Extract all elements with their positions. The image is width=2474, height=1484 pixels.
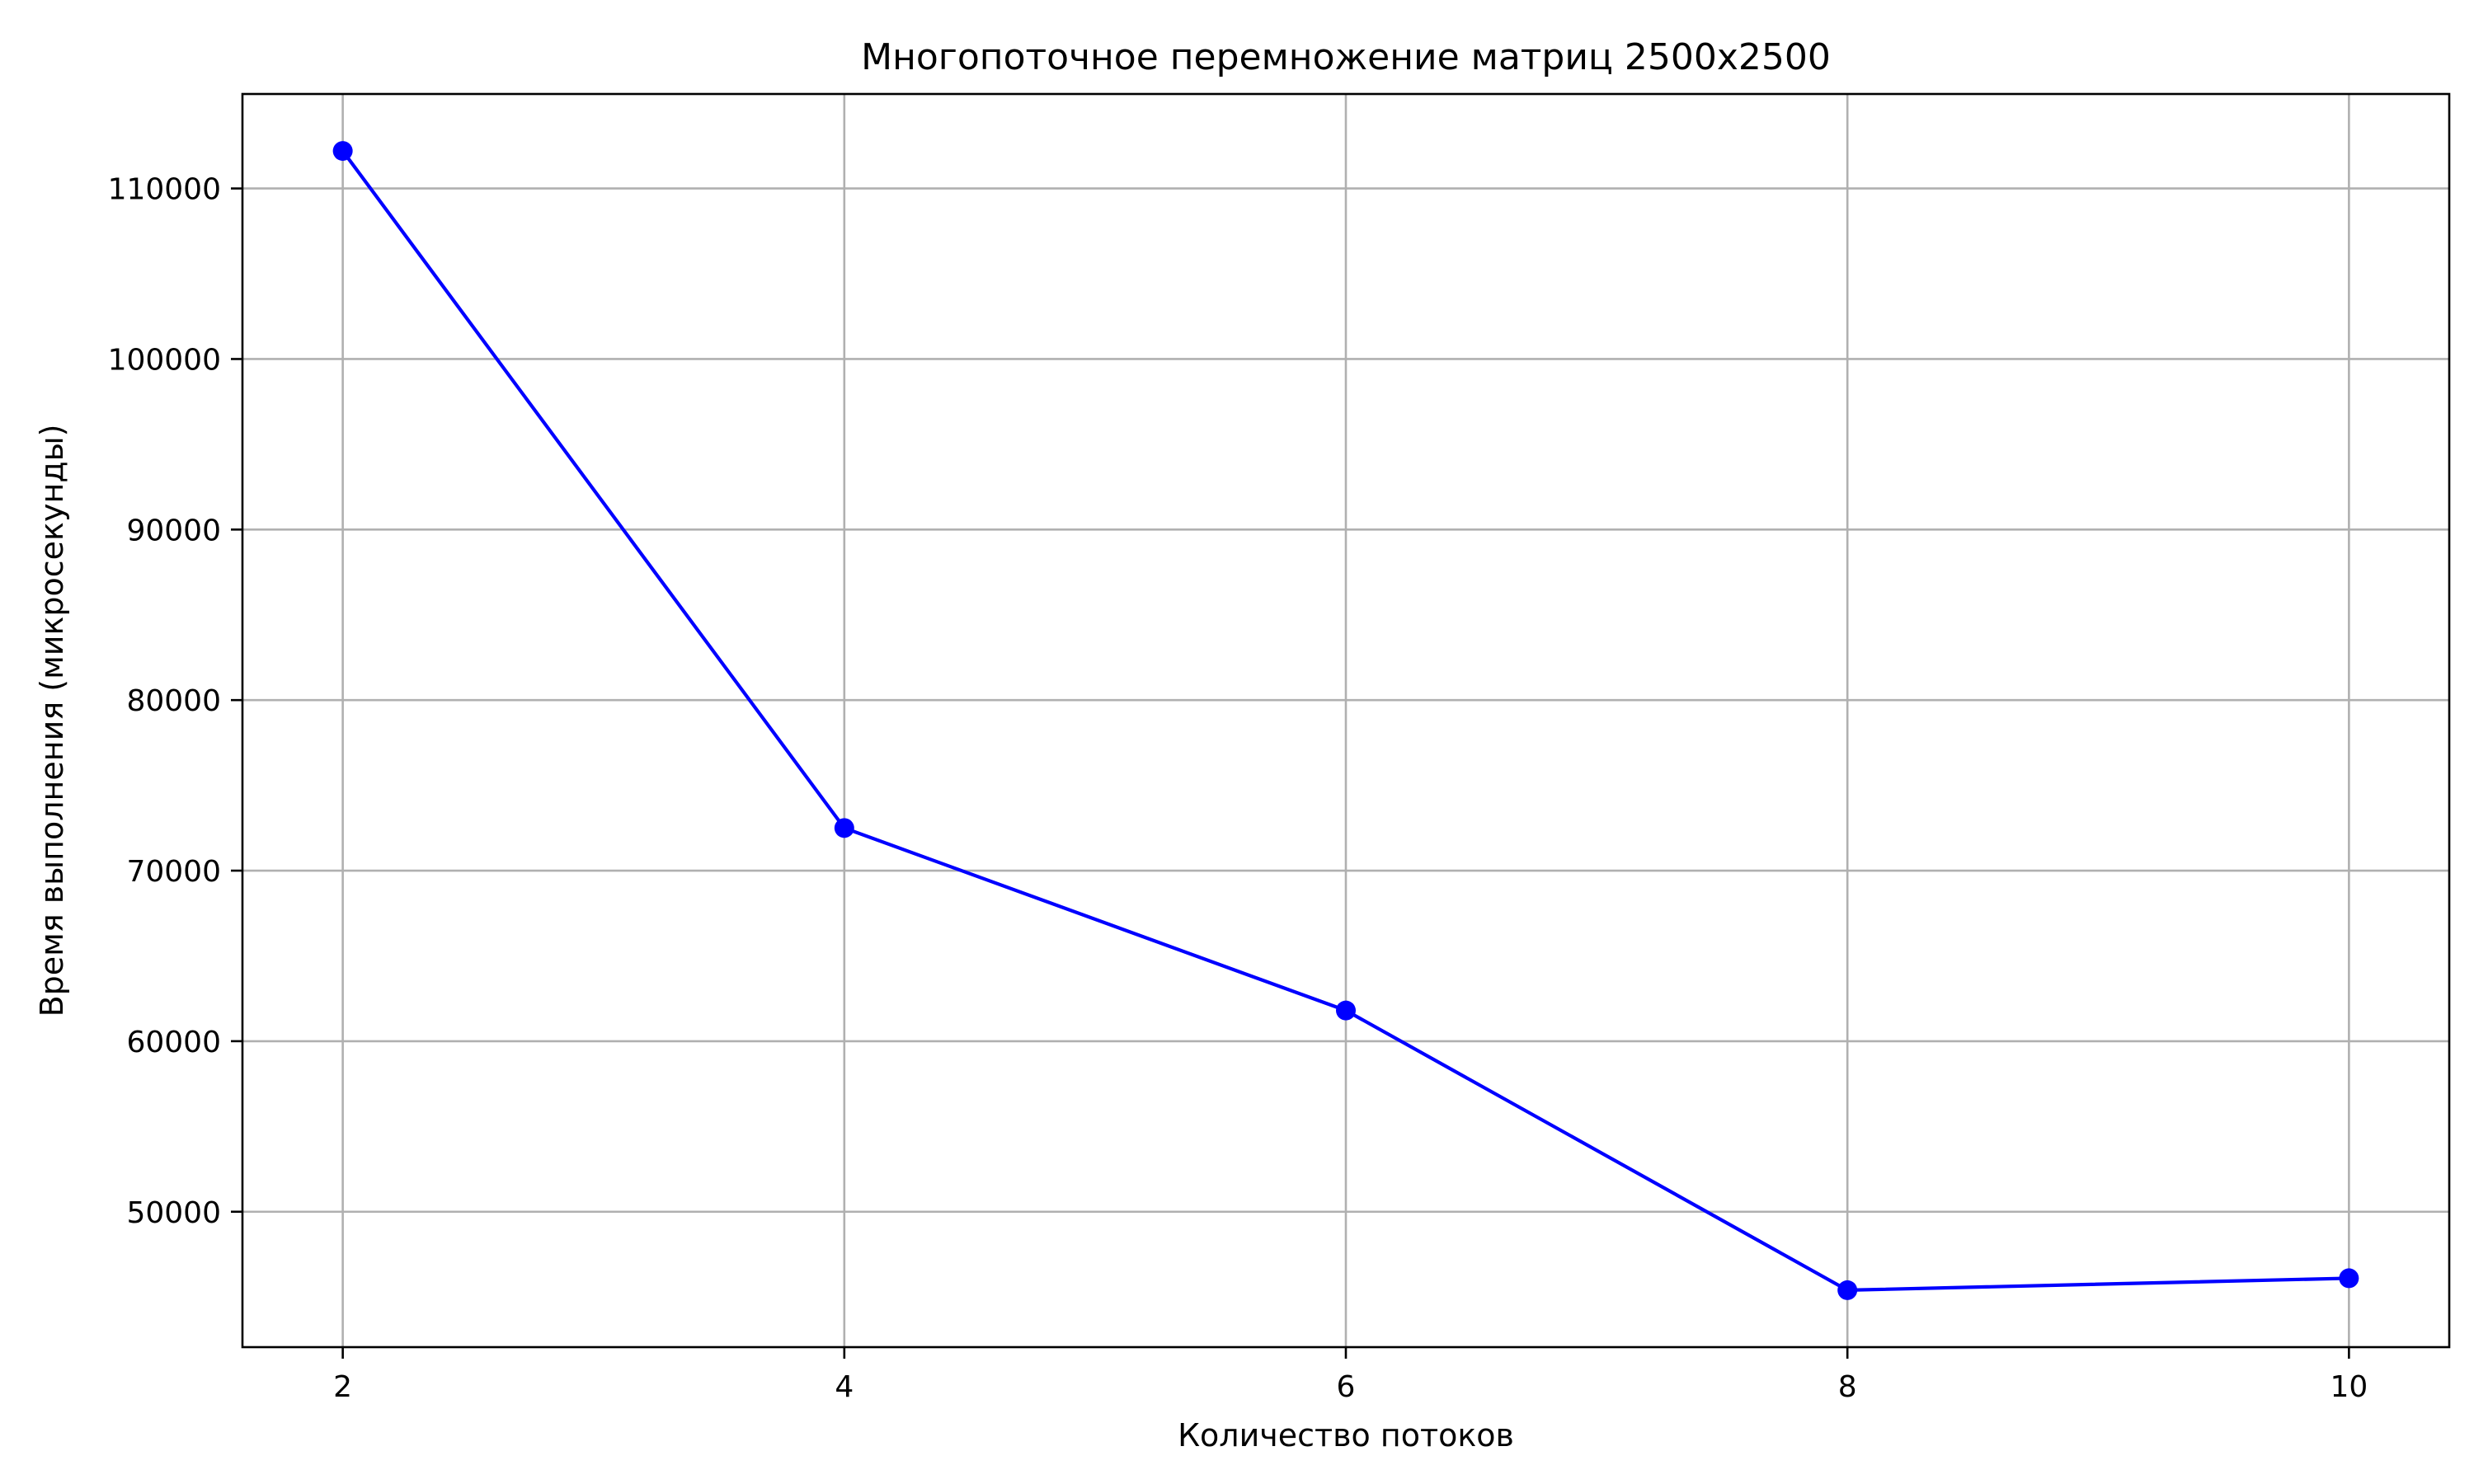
data-point xyxy=(1837,1280,1858,1300)
y-axis-label: Время выполнения (микросекунды) xyxy=(34,425,70,1017)
y-tick-label: 100000 xyxy=(108,343,221,377)
data-point xyxy=(834,818,854,838)
grid xyxy=(242,94,2449,1347)
y-tick-label: 60000 xyxy=(126,1026,221,1059)
x-tick-label: 8 xyxy=(1838,1370,1857,1404)
ticks: 2 4 6 8 10 50000 60000 70000 80000 90000 100000 110… xyxy=(108,173,2368,1404)
y-tick-label: 70000 xyxy=(126,855,221,889)
data-point xyxy=(332,141,353,162)
series-layer xyxy=(332,141,2359,1300)
x-tick-label: 2 xyxy=(333,1370,352,1404)
y-tick-label: 110000 xyxy=(108,173,221,207)
data-point xyxy=(2339,1268,2359,1289)
x-tick-label: 10 xyxy=(2330,1370,2368,1404)
y-tick-label: 90000 xyxy=(126,514,221,547)
y-tick-label: 80000 xyxy=(126,684,221,718)
chart-title: Многопоточное перемножение матриц 2500x2… xyxy=(861,36,1831,78)
x-tick-label: 4 xyxy=(835,1370,854,1404)
x-axis-label: Количество потоков xyxy=(1178,1417,1514,1453)
data-point xyxy=(1336,1000,1356,1021)
y-tick-label: 50000 xyxy=(126,1196,221,1230)
x-tick-label: 6 xyxy=(1337,1370,1356,1404)
